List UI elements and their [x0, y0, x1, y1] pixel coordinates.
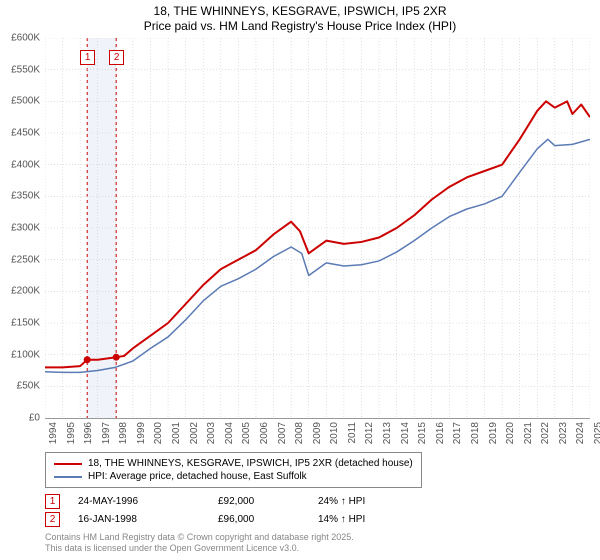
y-axis-label: £50K — [17, 381, 40, 392]
y-axis-label: £200K — [11, 286, 40, 297]
legend-swatch-price-paid — [54, 463, 82, 465]
sale-pct: 24% ↑ HPI — [318, 496, 438, 507]
x-axis-label: 2011 — [347, 422, 358, 444]
x-axis-label: 2019 — [488, 422, 499, 444]
table-row: 2 16-JAN-1998 £96,000 14% ↑ HPI — [45, 510, 438, 528]
x-axis-label: 2007 — [277, 422, 288, 444]
x-axis-label: 2012 — [364, 422, 375, 444]
x-axis-label: 2025 — [593, 422, 600, 444]
x-axis-label: 2024 — [575, 422, 586, 444]
x-axis-label: 2023 — [558, 422, 569, 444]
x-axis-label: 2013 — [382, 422, 393, 444]
legend-item-price-paid: 18, THE WHINNEYS, KESGRAVE, IPSWICH, IP5… — [54, 457, 413, 470]
sale-marker-box: 2 — [109, 50, 124, 65]
sale-price: £92,000 — [218, 496, 318, 507]
y-axis-label: £400K — [11, 159, 40, 170]
y-axis-label: £500K — [11, 96, 40, 107]
footer: Contains HM Land Registry data © Crown c… — [45, 532, 354, 554]
legend: 18, THE WHINNEYS, KESGRAVE, IPSWICH, IP5… — [45, 452, 422, 488]
x-axis-label: 1997 — [101, 422, 112, 444]
chart-svg — [45, 38, 590, 418]
y-axis-label: £100K — [11, 349, 40, 360]
x-axis-label: 2020 — [505, 422, 516, 444]
title-subtitle: Price paid vs. HM Land Registry's House … — [0, 19, 600, 34]
legend-label-price-paid: 18, THE WHINNEYS, KESGRAVE, IPSWICH, IP5… — [88, 458, 413, 469]
sale-date: 24-MAY-1996 — [78, 496, 218, 507]
x-axis-label: 1999 — [136, 422, 147, 444]
x-axis-label: 2003 — [206, 422, 217, 444]
y-axis-label: £300K — [11, 223, 40, 234]
sale-marker-2: 2 — [45, 512, 60, 527]
x-axis-label: 2006 — [259, 422, 270, 444]
x-axis-label: 2014 — [400, 422, 411, 444]
legend-swatch-hpi — [54, 476, 82, 478]
title-block: 18, THE WHINNEYS, KESGRAVE, IPSWICH, IP5… — [0, 0, 600, 34]
x-axis-label: 2001 — [171, 422, 182, 444]
x-axis-label: 2017 — [452, 422, 463, 444]
x-axis-label: 2002 — [189, 422, 200, 444]
x-axis-label: 2015 — [417, 422, 428, 444]
sale-marker-1: 1 — [45, 494, 60, 509]
y-axis-label: £350K — [11, 191, 40, 202]
x-axis-label: 1998 — [118, 422, 129, 444]
y-axis-label: £150K — [11, 318, 40, 329]
x-axis-label: 2005 — [241, 422, 252, 444]
footer-line-1: Contains HM Land Registry data © Crown c… — [45, 532, 354, 543]
sale-date: 16-JAN-1998 — [78, 514, 218, 525]
x-axis-label: 2010 — [329, 422, 340, 444]
legend-item-hpi: HPI: Average price, detached house, East… — [54, 470, 413, 483]
x-axis-label: 2009 — [312, 422, 323, 444]
x-axis-label: 2000 — [153, 422, 164, 444]
sale-marker-box: 1 — [80, 50, 95, 65]
x-axis-label: 2018 — [470, 422, 481, 444]
chart-container: 18, THE WHINNEYS, KESGRAVE, IPSWICH, IP5… — [0, 0, 600, 560]
x-axis-label: 1994 — [48, 422, 59, 444]
footer-line-2: This data is licensed under the Open Gov… — [45, 543, 354, 554]
x-axis-label: 2021 — [523, 422, 534, 444]
x-axis-label: 1995 — [66, 422, 77, 444]
x-axis-label: 1996 — [83, 422, 94, 444]
y-axis-label: £0 — [29, 413, 40, 424]
x-axis-label: 2016 — [435, 422, 446, 444]
x-axis-label: 2004 — [224, 422, 235, 444]
legend-label-hpi: HPI: Average price, detached house, East… — [88, 471, 307, 482]
y-axis-label: £250K — [11, 254, 40, 265]
y-axis-label: £550K — [11, 64, 40, 75]
sale-pct: 14% ↑ HPI — [318, 514, 438, 525]
y-axis-label: £600K — [11, 33, 40, 44]
x-axis-label: 2008 — [294, 422, 305, 444]
sales-table: 1 24-MAY-1996 £92,000 24% ↑ HPI 2 16-JAN… — [45, 492, 438, 528]
y-axis-label: £450K — [11, 128, 40, 139]
title-address: 18, THE WHINNEYS, KESGRAVE, IPSWICH, IP5… — [0, 4, 600, 19]
x-axis-label: 2022 — [540, 422, 551, 444]
table-row: 1 24-MAY-1996 £92,000 24% ↑ HPI — [45, 492, 438, 510]
sale-price: £96,000 — [218, 514, 318, 525]
chart-area: £0£50K£100K£150K£200K£250K£300K£350K£400… — [45, 38, 590, 419]
